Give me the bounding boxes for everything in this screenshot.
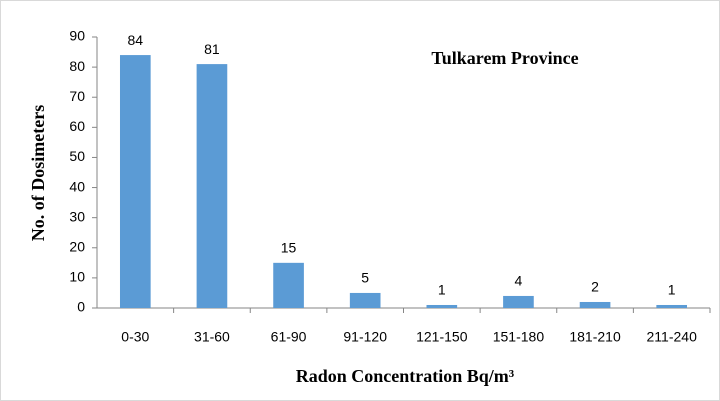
bar — [579, 301, 611, 308]
x-axis-label: Radon Concentration Bq/m³ — [296, 366, 515, 386]
value-label: 2 — [591, 279, 599, 295]
value-label: 1 — [668, 282, 676, 298]
y-tick-label: 30 — [69, 208, 85, 224]
y-tick-label: 90 — [69, 28, 85, 44]
x-tick-label: 181-210 — [569, 329, 621, 345]
y-tick-label: 70 — [69, 88, 85, 104]
y-tick-label: 10 — [69, 269, 85, 285]
x-tick-label: 211-240 — [647, 329, 698, 345]
x-tick-label: 151-180 — [493, 329, 545, 345]
y-tick-label: 60 — [69, 118, 85, 134]
y-tick-label: 50 — [69, 148, 85, 164]
bar — [273, 262, 304, 308]
x-tick-label: 121-150 — [416, 329, 468, 345]
bar — [426, 304, 458, 308]
bar — [349, 292, 381, 308]
x-tick-label: 31-60 — [194, 329, 230, 345]
value-label: 84 — [128, 32, 144, 48]
bar — [196, 64, 228, 308]
bar — [119, 55, 151, 308]
bar — [503, 295, 534, 308]
x-tick-label: 91-120 — [343, 329, 387, 345]
value-label: 15 — [281, 240, 297, 256]
y-tick-label: 0 — [77, 299, 85, 315]
value-label: 81 — [204, 41, 220, 57]
y-axis-label: No. of Dosimeters — [28, 105, 48, 241]
chart-title: Tulkarem Province — [431, 48, 578, 68]
y-tick-label: 40 — [69, 178, 85, 194]
value-label: 4 — [515, 273, 523, 289]
bar — [656, 304, 688, 308]
y-tick-label: 80 — [69, 58, 85, 74]
value-label: 5 — [361, 270, 369, 286]
y-tick-label: 20 — [69, 238, 85, 254]
value-label: 1 — [438, 282, 446, 298]
x-tick-label: 0-30 — [121, 329, 149, 345]
x-tick-label: 61-90 — [271, 329, 307, 345]
